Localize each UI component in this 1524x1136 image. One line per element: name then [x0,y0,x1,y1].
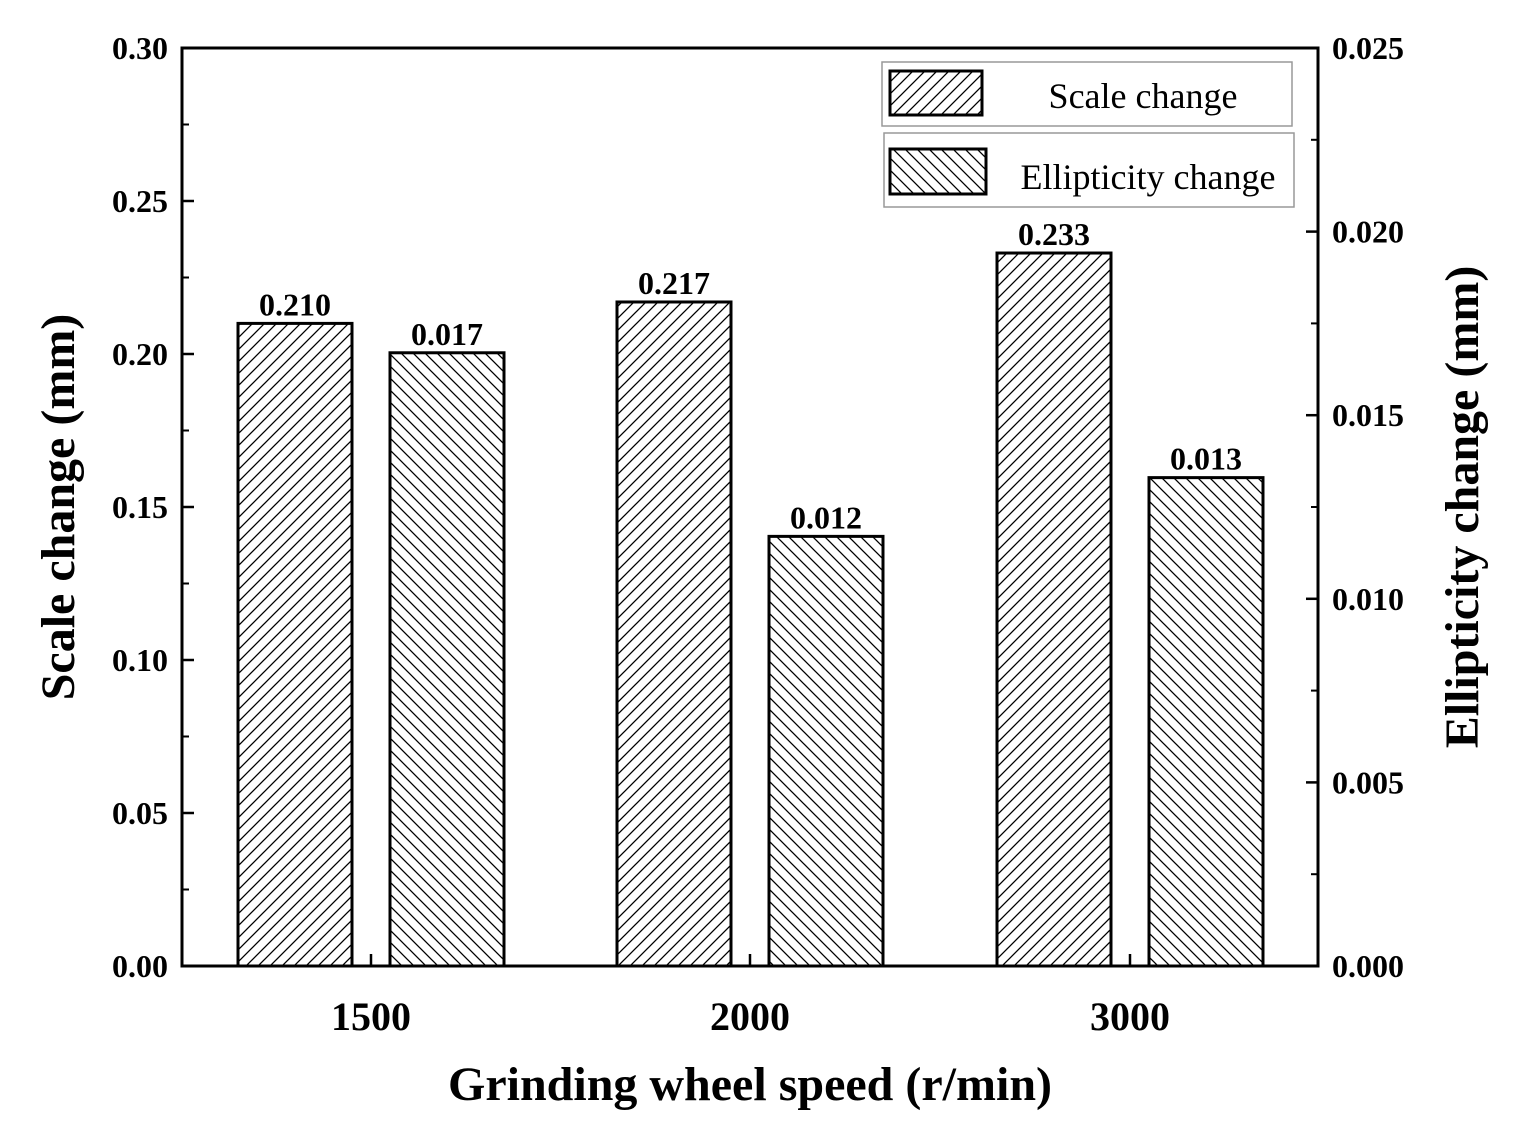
data-label-scale-2000: 0.217 [638,265,710,301]
plot-frame [180,46,1320,968]
bar-ellipticity-1500 [388,351,506,968]
y-axis-title: Scale change (mm) [32,314,85,701]
x-tick-label-2000: 2000 [710,994,790,1039]
data-label-scale-1500: 0.210 [259,286,331,322]
x-axis-ticks: 1500 2000 3000 [331,954,1170,1039]
left-axis-ticks: 0.00 0.05 0.10 0.15 0.20 0.25 0.30 [112,30,194,984]
left-tick-label: 0.05 [112,795,168,831]
bar-scale-1500 [236,321,354,968]
bar-scale-2000 [615,300,733,968]
legend-swatch-scale [888,69,984,117]
right-tick-label: 0.015 [1332,397,1404,433]
legend-label-ellipticity: Ellipticity change [1021,157,1276,197]
legend: Scale change Ellipticity change [881,61,1295,208]
left-tick-label: 0.30 [112,30,168,66]
data-label-scale-3000: 0.233 [1018,216,1090,252]
left-tick-label: 0.25 [112,183,168,219]
left-tick-label: 0.10 [112,642,168,678]
data-label-ellipticity-1500: 0.017 [411,316,483,352]
data-label-ellipticity-2000: 0.012 [790,499,862,535]
legend-label-scale: Scale change [1049,76,1238,116]
y2-axis-title: Ellipticity change (mm) [1436,266,1489,749]
bars [236,251,1265,968]
bar-ellipticity-3000 [1147,476,1265,968]
right-tick-label: 0.020 [1332,214,1404,250]
data-labels: 0.210 0.017 0.217 0.012 0.233 0.013 [259,216,1242,535]
data-label-ellipticity-3000: 0.013 [1170,441,1242,477]
legend-swatch-ellipticity [888,147,988,196]
right-axis-ticks: 0.000 0.005 0.010 0.015 0.020 0.025 [1306,30,1404,984]
right-tick-label: 0.000 [1332,948,1404,984]
bar-ellipticity-2000 [767,534,885,968]
left-tick-label: 0.00 [112,948,168,984]
right-tick-label: 0.005 [1332,764,1404,800]
right-tick-label: 0.025 [1332,30,1404,66]
right-tick-label: 0.010 [1332,581,1404,617]
left-tick-label: 0.15 [112,489,168,525]
left-tick-label: 0.20 [112,336,168,372]
bar-scale-3000 [995,251,1113,968]
x-tick-label-1500: 1500 [331,994,411,1039]
x-tick-label-3000: 3000 [1090,994,1170,1039]
x-axis-title: Grinding wheel speed (r/min) [448,1058,1052,1111]
